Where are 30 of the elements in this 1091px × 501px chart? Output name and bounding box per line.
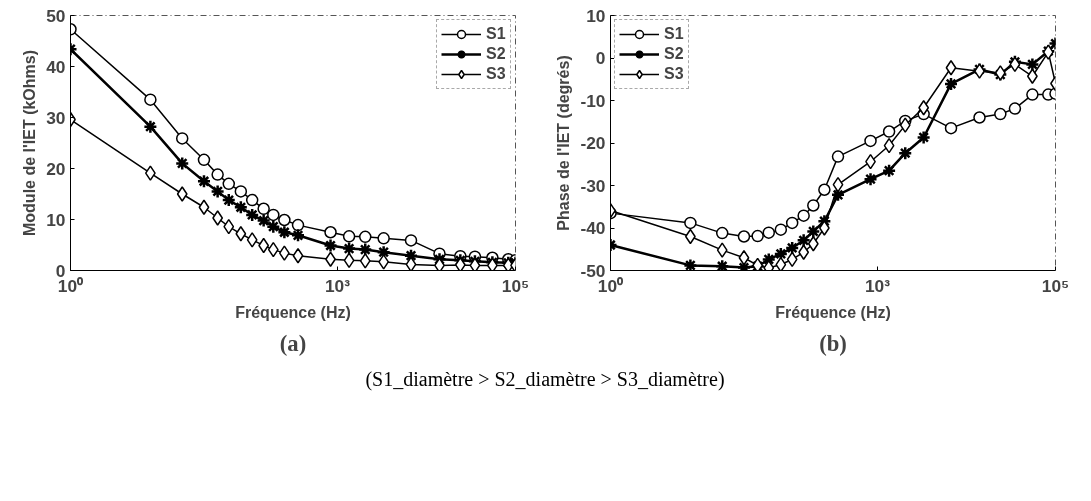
y-tick-label: 10 [586, 5, 606, 26]
y-tick-label: -10 [580, 90, 606, 111]
y-tick-label: 0 [55, 260, 66, 281]
y-tick-label: 0 [595, 48, 606, 68]
legend-label: S1 [486, 25, 506, 43]
text: (S1_diamètre > S2_diamètre > S3_diamètre) [365, 367, 725, 393]
y-axis-title: Module de l'IET (kOhms) [21, 49, 39, 237]
legend-label: S3 [486, 65, 506, 83]
x-tick-label: 10⁵ [501, 275, 530, 296]
y-tick-label: -20 [580, 133, 606, 153]
x-tick-label: 10⁵ [1041, 275, 1070, 296]
y-tick-label: 40 [46, 56, 66, 77]
y-tick-label: 30 [46, 107, 66, 128]
legend-label: S2 [486, 45, 506, 63]
legend-label: S1 [664, 25, 684, 43]
y-tick-label: -50 [580, 260, 606, 281]
x-axis-title: Fréquence (Hz) [775, 303, 891, 321]
text: (a) [279, 330, 307, 356]
y-tick-label: 50 [46, 5, 66, 26]
text: (b) [819, 330, 847, 356]
y-tick-label: 10 [46, 209, 66, 230]
y-tick-label: -40 [580, 218, 606, 238]
y-tick-label: -30 [580, 175, 606, 196]
legend-label: S2 [664, 45, 684, 63]
y-tick-label: 20 [46, 158, 66, 179]
x-tick-label: 10³ [864, 275, 891, 296]
y-axis-title: Phase de l'IET (degrés) [555, 55, 573, 231]
legend-label: S3 [664, 65, 684, 83]
x-tick-label: 10³ [324, 275, 351, 296]
x-axis-title: Fréquence (Hz) [235, 303, 351, 321]
